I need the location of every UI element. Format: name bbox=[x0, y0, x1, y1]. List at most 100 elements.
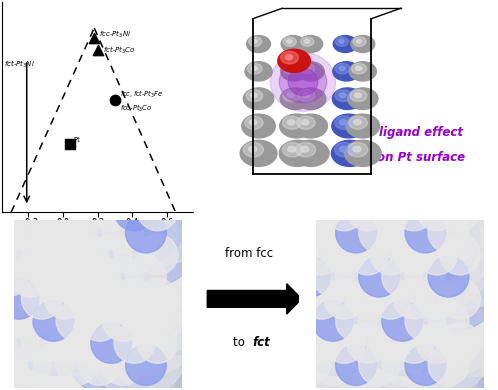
Circle shape bbox=[286, 318, 387, 390]
Circle shape bbox=[125, 345, 166, 385]
Circle shape bbox=[2, 236, 187, 390]
Circle shape bbox=[278, 323, 319, 363]
Circle shape bbox=[224, 302, 409, 390]
Circle shape bbox=[440, 190, 481, 231]
Circle shape bbox=[76, 274, 177, 376]
Circle shape bbox=[95, 236, 279, 390]
Circle shape bbox=[298, 90, 315, 101]
Circle shape bbox=[385, 258, 498, 390]
Circle shape bbox=[56, 301, 97, 341]
Circle shape bbox=[33, 256, 74, 297]
Circle shape bbox=[297, 116, 315, 129]
Circle shape bbox=[250, 93, 257, 98]
Circle shape bbox=[270, 302, 455, 390]
Circle shape bbox=[305, 192, 490, 377]
Circle shape bbox=[332, 114, 366, 138]
Circle shape bbox=[37, 170, 222, 355]
Circle shape bbox=[289, 256, 330, 297]
Circle shape bbox=[278, 234, 319, 275]
Circle shape bbox=[45, 323, 85, 363]
Circle shape bbox=[249, 120, 257, 125]
Circle shape bbox=[0, 212, 27, 253]
Circle shape bbox=[332, 140, 368, 167]
Circle shape bbox=[333, 35, 357, 53]
Circle shape bbox=[79, 345, 120, 385]
Circle shape bbox=[0, 345, 4, 385]
Circle shape bbox=[224, 214, 409, 390]
Circle shape bbox=[110, 207, 212, 309]
Circle shape bbox=[359, 345, 399, 385]
Text: from fcc: from fcc bbox=[225, 247, 273, 260]
Circle shape bbox=[91, 323, 131, 363]
Circle shape bbox=[0, 302, 129, 390]
Circle shape bbox=[251, 66, 257, 70]
Circle shape bbox=[0, 185, 62, 287]
Circle shape bbox=[68, 234, 109, 275]
Circle shape bbox=[137, 323, 178, 363]
Circle shape bbox=[0, 229, 62, 331]
Circle shape bbox=[339, 258, 498, 390]
Circle shape bbox=[79, 256, 120, 297]
Circle shape bbox=[378, 229, 480, 331]
Circle shape bbox=[305, 280, 490, 390]
Circle shape bbox=[371, 234, 411, 275]
Text: $fct$-Pt$_3$Co: $fct$-Pt$_3$Co bbox=[103, 44, 135, 56]
Circle shape bbox=[99, 318, 201, 390]
Circle shape bbox=[0, 170, 175, 355]
Circle shape bbox=[428, 345, 469, 385]
Ellipse shape bbox=[288, 68, 318, 96]
Circle shape bbox=[287, 120, 295, 125]
Circle shape bbox=[0, 278, 39, 319]
Circle shape bbox=[294, 114, 328, 138]
Circle shape bbox=[258, 236, 443, 390]
Circle shape bbox=[0, 185, 85, 287]
Circle shape bbox=[416, 323, 457, 363]
Circle shape bbox=[21, 323, 62, 363]
Circle shape bbox=[224, 258, 409, 390]
Circle shape bbox=[351, 236, 498, 390]
Circle shape bbox=[0, 190, 39, 231]
Circle shape bbox=[0, 258, 106, 390]
Circle shape bbox=[29, 185, 131, 287]
Circle shape bbox=[405, 256, 446, 297]
Circle shape bbox=[289, 345, 330, 385]
Circle shape bbox=[312, 301, 353, 341]
Circle shape bbox=[266, 345, 307, 385]
Circle shape bbox=[245, 62, 272, 81]
Circle shape bbox=[374, 192, 498, 377]
Circle shape bbox=[56, 345, 97, 385]
Circle shape bbox=[137, 190, 178, 231]
Circle shape bbox=[103, 212, 143, 253]
Circle shape bbox=[332, 274, 434, 376]
Circle shape bbox=[0, 192, 141, 377]
Circle shape bbox=[2, 147, 187, 333]
Circle shape bbox=[0, 280, 164, 390]
Circle shape bbox=[428, 212, 469, 253]
Circle shape bbox=[95, 192, 279, 377]
Circle shape bbox=[335, 63, 350, 74]
Circle shape bbox=[245, 116, 263, 129]
Circle shape bbox=[347, 190, 388, 231]
Circle shape bbox=[367, 296, 469, 390]
Circle shape bbox=[29, 229, 131, 331]
Circle shape bbox=[37, 302, 222, 390]
Circle shape bbox=[312, 345, 353, 385]
Circle shape bbox=[91, 190, 131, 231]
Circle shape bbox=[0, 258, 152, 390]
Circle shape bbox=[393, 323, 434, 363]
Circle shape bbox=[287, 39, 292, 43]
Circle shape bbox=[335, 37, 349, 46]
Circle shape bbox=[353, 146, 361, 152]
Circle shape bbox=[393, 278, 434, 319]
Circle shape bbox=[52, 229, 154, 331]
Circle shape bbox=[13, 258, 199, 390]
Text: fct: fct bbox=[252, 336, 270, 349]
Circle shape bbox=[0, 147, 118, 333]
Circle shape bbox=[0, 229, 38, 331]
Circle shape bbox=[33, 345, 74, 385]
Circle shape bbox=[21, 234, 62, 275]
Circle shape bbox=[45, 278, 85, 319]
Text: randomly: randomly bbox=[62, 281, 133, 294]
Circle shape bbox=[25, 280, 210, 390]
Point bbox=[90, 35, 98, 41]
